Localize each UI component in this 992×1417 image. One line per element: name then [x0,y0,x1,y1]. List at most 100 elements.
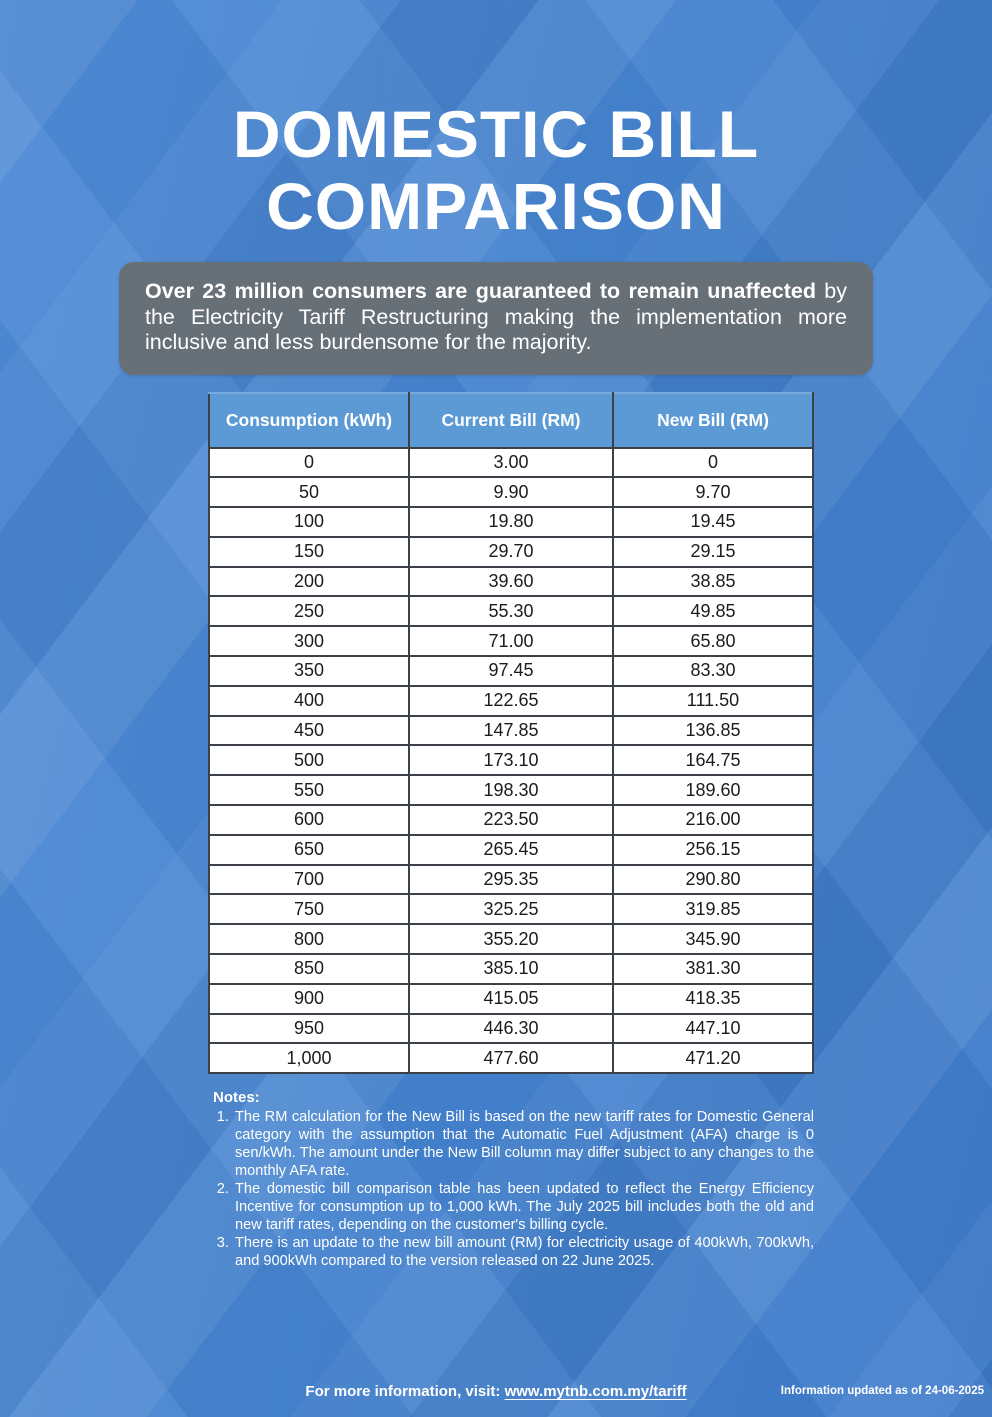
table-cell: 65.80 [612,625,814,658]
table-row: 950 446.30 447.10 [208,1012,814,1045]
table-cell: 198.30 [408,774,614,807]
table-cell: 3.00 [408,446,614,479]
notes-heading: Notes: [213,1089,260,1107]
table-cell: 29.15 [612,535,814,568]
table-cell: 83.30 [612,655,814,687]
table-row: 750 325.25 319.85 [208,893,814,926]
page-title-line2: COMPARISON [266,169,726,243]
table-cell: 49.85 [612,595,814,628]
table-cell: 446.30 [408,1012,614,1045]
table-cell: 216.00 [612,804,814,836]
page-title: DOMESTIC BILL COMPARISON [0,0,992,242]
table-row: 600 223.50 216.00 [208,804,814,836]
table-cell: 19.45 [612,506,814,538]
table-cell: 350 [208,655,410,687]
table-cell: 189.60 [612,774,814,807]
table-cell: 381.30 [612,953,814,985]
banner-regular-text: by the Electricity Tariff Restructuring … [145,279,847,354]
table-cell: 265.45 [408,833,614,866]
summary-banner: Over 23 million consumers are guaranteed… [119,262,873,375]
table-cell: 345.90 [612,923,814,956]
table-row: 100 19.80 19.45 [208,506,814,538]
table-row: 400 122.65 111.50 [208,684,814,717]
table-row: 1,000 477.60 471.20 [208,1042,814,1075]
table-cell: 450 [208,714,410,747]
table-column-header: Current Bill (RM) [408,391,614,449]
table-row: 650 265.45 256.15 [208,833,814,866]
table-cell: 900 [208,982,410,1015]
table-cell: 147.85 [408,714,614,747]
note-item: The domestic bill comparison table has b… [233,1180,814,1234]
note-item: There is an update to the new bill amoun… [233,1234,814,1270]
notes-section: Notes: The RM calculation for the New Bi… [213,1089,814,1270]
footer: For more information, visit: www.mytnb.c… [0,1383,992,1403]
table-cell: 50 [208,476,410,509]
table-cell: 9.70 [612,476,814,509]
table-cell: 500 [208,744,410,777]
table-cell: 250 [208,595,410,628]
table-cell: 38.85 [612,565,814,598]
table-cell: 400 [208,684,410,717]
table-cell: 39.60 [408,565,614,598]
table-cell: 950 [208,1012,410,1045]
table-cell: 97.45 [408,655,614,687]
page-title-line1: DOMESTIC BILL [232,97,760,171]
table-row: 700 295.35 290.80 [208,863,814,896]
table-cell: 447.10 [612,1012,814,1045]
table-cell: 325.25 [408,893,614,926]
table-row: 900 415.05 418.35 [208,982,814,1015]
table-cell: 850 [208,953,410,985]
table-row: 0 3.00 0 [208,446,814,479]
table-cell: 9.90 [408,476,614,509]
table-cell: 100 [208,506,410,538]
table-row: 350 97.45 83.30 [208,655,814,687]
table-cell: 477.60 [408,1042,614,1075]
banner-bold-text: Over 23 million consumers are guaranteed… [145,279,816,303]
footer-info-prefix: For more information, visit: [305,1383,505,1400]
table-cell: 800 [208,923,410,956]
table-cell: 256.15 [612,833,814,866]
table-row: 200 39.60 38.85 [208,565,814,598]
table-cell: 650 [208,833,410,866]
table-cell: 111.50 [612,684,814,717]
table-cell: 0 [208,446,410,479]
table-cell: 418.35 [612,982,814,1015]
table-column-header: Consumption (kWh) [208,391,410,449]
tariff-info-link[interactable]: www.mytnb.com.my/tariff [504,1383,687,1400]
table-row: 500 173.10 164.75 [208,744,814,777]
table-row: 850 385.10 381.30 [208,953,814,985]
table-row: 250 55.30 49.85 [208,595,814,628]
table-row: 450 147.85 136.85 [208,714,814,747]
table-cell: 164.75 [612,744,814,777]
table-cell: 355.20 [408,923,614,956]
table-cell: 122.65 [408,684,614,717]
table-cell: 385.10 [408,953,614,985]
footer-info: For more information, visit: www.mytnb.c… [0,1383,992,1400]
table-cell: 550 [208,774,410,807]
table-cell: 150 [208,535,410,568]
table-cell: 471.20 [612,1042,814,1075]
table-row: 550 198.30 189.60 [208,774,814,807]
footer-updated-text: Information updated as of 24-06-2025 [780,1385,984,1397]
table-row: 800 355.20 345.90 [208,923,814,956]
table-cell: 223.50 [408,804,614,836]
table-row: 50 9.90 9.70 [208,476,814,509]
bill-comparison-table: Consumption (kWh) Current Bill (RM) New Bi… [208,391,814,1075]
table-cell: 290.80 [612,863,814,896]
table-cell: 136.85 [612,714,814,747]
table-cell: 300 [208,625,410,658]
table-cell: 700 [208,863,410,896]
table-cell: 750 [208,893,410,926]
table-cell: 173.10 [408,744,614,777]
table-column-header: New Bill (RM) [612,391,814,449]
table-cell: 295.35 [408,863,614,896]
table-row: 300 71.00 65.80 [208,625,814,658]
table-cell: 200 [208,565,410,598]
table-cell: 29.70 [408,535,614,568]
table-cell: 319.85 [612,893,814,926]
table-cell: 1,000 [208,1042,410,1075]
note-item: The RM calculation for the New Bill is b… [233,1108,814,1180]
table-row: 150 29.70 29.15 [208,535,814,568]
table-cell: 0 [612,446,814,479]
bill-table-body: 0 3.00 0 50 9.90 9.70 100 19.80 19.45 150 29.70 29.… [208,446,814,1075]
